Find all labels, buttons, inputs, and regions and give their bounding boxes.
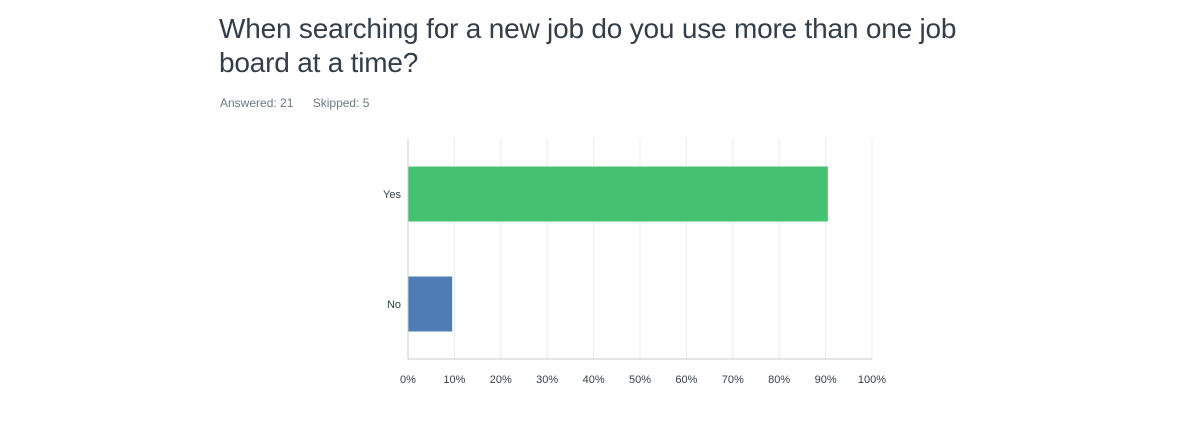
x-tick-label: 80% — [768, 374, 790, 386]
x-tick-label: 100% — [858, 374, 886, 386]
x-tick-label: 70% — [722, 374, 744, 386]
question-title: When searching for a new job do you use … — [219, 13, 957, 78]
y-category-label: No — [387, 299, 401, 311]
x-tick-label: 30% — [536, 374, 558, 386]
x-tick-label: 90% — [815, 374, 837, 386]
y-category-label: Yes — [383, 189, 401, 201]
x-tick-label: 40% — [583, 374, 605, 386]
answered-count: Answered: 21 — [220, 96, 294, 110]
x-tick-label: 10% — [443, 374, 465, 386]
x-tick-label: 0% — [400, 374, 416, 386]
response-stats: Answered: 21 Skipped: 5 — [220, 96, 385, 110]
x-tick-label: 20% — [490, 374, 512, 386]
bar-no — [408, 276, 453, 332]
skipped-count: Skipped: 5 — [312, 96, 370, 110]
label-layer: 0% 10% 20% 30% 40% 50% 60% 70% 80% 90% 100% Yes No — [383, 189, 886, 386]
x-tick-label: 50% — [629, 374, 651, 386]
x-tick-label: 60% — [675, 374, 697, 386]
bar-layer — [408, 166, 828, 332]
bar-yes — [408, 166, 828, 222]
axis-layer — [407, 139, 872, 360]
